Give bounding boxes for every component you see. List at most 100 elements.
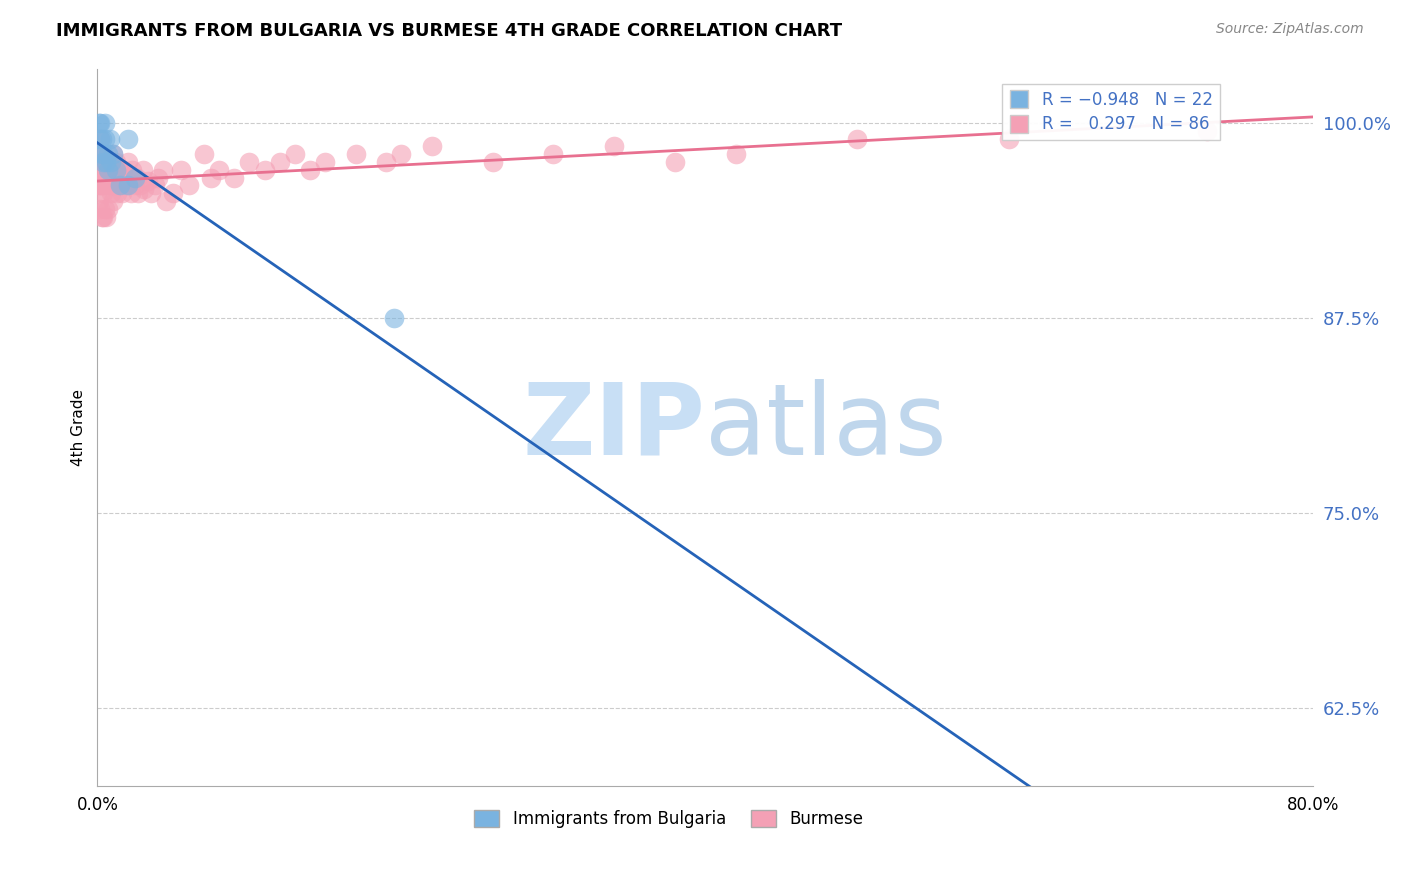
Point — [139, 186, 162, 201]
Point — [111, 186, 134, 201]
Point — [1195, 124, 1218, 138]
Point — [121, 162, 143, 177]
Point — [101, 194, 124, 208]
Point — [132, 162, 155, 177]
Point — [134, 181, 156, 195]
Point — [104, 178, 127, 193]
Point — [90, 162, 112, 177]
Point — [269, 155, 291, 169]
Point — [94, 162, 117, 177]
Point — [100, 162, 122, 177]
Point — [93, 147, 115, 161]
Text: Source: ZipAtlas.com: Source: ZipAtlas.com — [1216, 22, 1364, 37]
Point — [344, 147, 367, 161]
Point — [152, 162, 174, 177]
Point — [96, 170, 118, 185]
Point — [100, 155, 122, 169]
Point — [104, 162, 127, 177]
Point — [90, 210, 112, 224]
Point — [89, 178, 111, 193]
Point — [238, 155, 260, 169]
Point — [100, 186, 122, 201]
Legend: Immigrants from Bulgaria, Burmese: Immigrants from Bulgaria, Burmese — [468, 804, 870, 835]
Point — [117, 178, 139, 193]
Point — [603, 139, 626, 153]
Point — [177, 178, 200, 193]
Point — [97, 155, 120, 169]
Point — [96, 155, 118, 169]
Point — [314, 155, 336, 169]
Point — [124, 178, 146, 193]
Point — [162, 186, 184, 201]
Point — [103, 155, 125, 169]
Point — [90, 131, 112, 145]
Point — [90, 147, 112, 161]
Point — [93, 155, 115, 169]
Point — [117, 131, 139, 145]
Point — [543, 147, 565, 161]
Point — [724, 147, 747, 161]
Point — [127, 186, 149, 201]
Point — [146, 170, 169, 185]
Point — [103, 178, 125, 193]
Point — [420, 139, 443, 153]
Point — [118, 170, 141, 185]
Text: atlas: atlas — [706, 378, 946, 475]
Point — [125, 170, 148, 185]
Point — [107, 162, 129, 177]
Point — [846, 131, 869, 145]
Point — [89, 202, 111, 216]
Point — [253, 162, 276, 177]
Point — [89, 162, 111, 177]
Point — [87, 194, 110, 208]
Point — [115, 178, 138, 193]
Point — [101, 147, 124, 161]
Point — [112, 162, 135, 177]
Point — [193, 147, 215, 161]
Y-axis label: 4th Grade: 4th Grade — [72, 389, 86, 466]
Point — [111, 170, 134, 185]
Point — [87, 116, 110, 130]
Point — [208, 162, 231, 177]
Point — [108, 178, 131, 193]
Point — [94, 202, 117, 216]
Point — [155, 194, 177, 208]
Point — [93, 155, 115, 169]
Point — [108, 178, 131, 193]
Point — [1028, 794, 1050, 808]
Point — [389, 147, 412, 161]
Point — [114, 170, 136, 185]
Point — [101, 170, 124, 185]
Point — [97, 162, 120, 177]
Point — [481, 155, 503, 169]
Point — [117, 155, 139, 169]
Point — [90, 147, 112, 161]
Point — [998, 131, 1021, 145]
Point — [94, 178, 117, 193]
Text: IMMIGRANTS FROM BULGARIA VS BURMESE 4TH GRADE CORRELATION CHART: IMMIGRANTS FROM BULGARIA VS BURMESE 4TH … — [56, 22, 842, 40]
Point — [89, 131, 111, 145]
Point — [96, 155, 118, 169]
Point — [97, 170, 120, 185]
Point — [87, 178, 110, 193]
Point — [143, 178, 166, 193]
Point — [120, 186, 142, 201]
Point — [96, 210, 118, 224]
Point — [105, 162, 128, 177]
Point — [93, 186, 115, 201]
Point — [375, 155, 398, 169]
Point — [94, 116, 117, 130]
Point — [97, 202, 120, 216]
Point — [97, 147, 120, 161]
Point — [284, 147, 307, 161]
Text: ZIP: ZIP — [523, 378, 706, 475]
Point — [224, 170, 246, 185]
Point — [98, 162, 121, 177]
Point — [299, 162, 322, 177]
Point — [382, 311, 405, 326]
Point — [87, 147, 110, 161]
Point — [98, 178, 121, 193]
Point — [89, 131, 111, 145]
Point — [89, 116, 111, 130]
Point — [93, 210, 115, 224]
